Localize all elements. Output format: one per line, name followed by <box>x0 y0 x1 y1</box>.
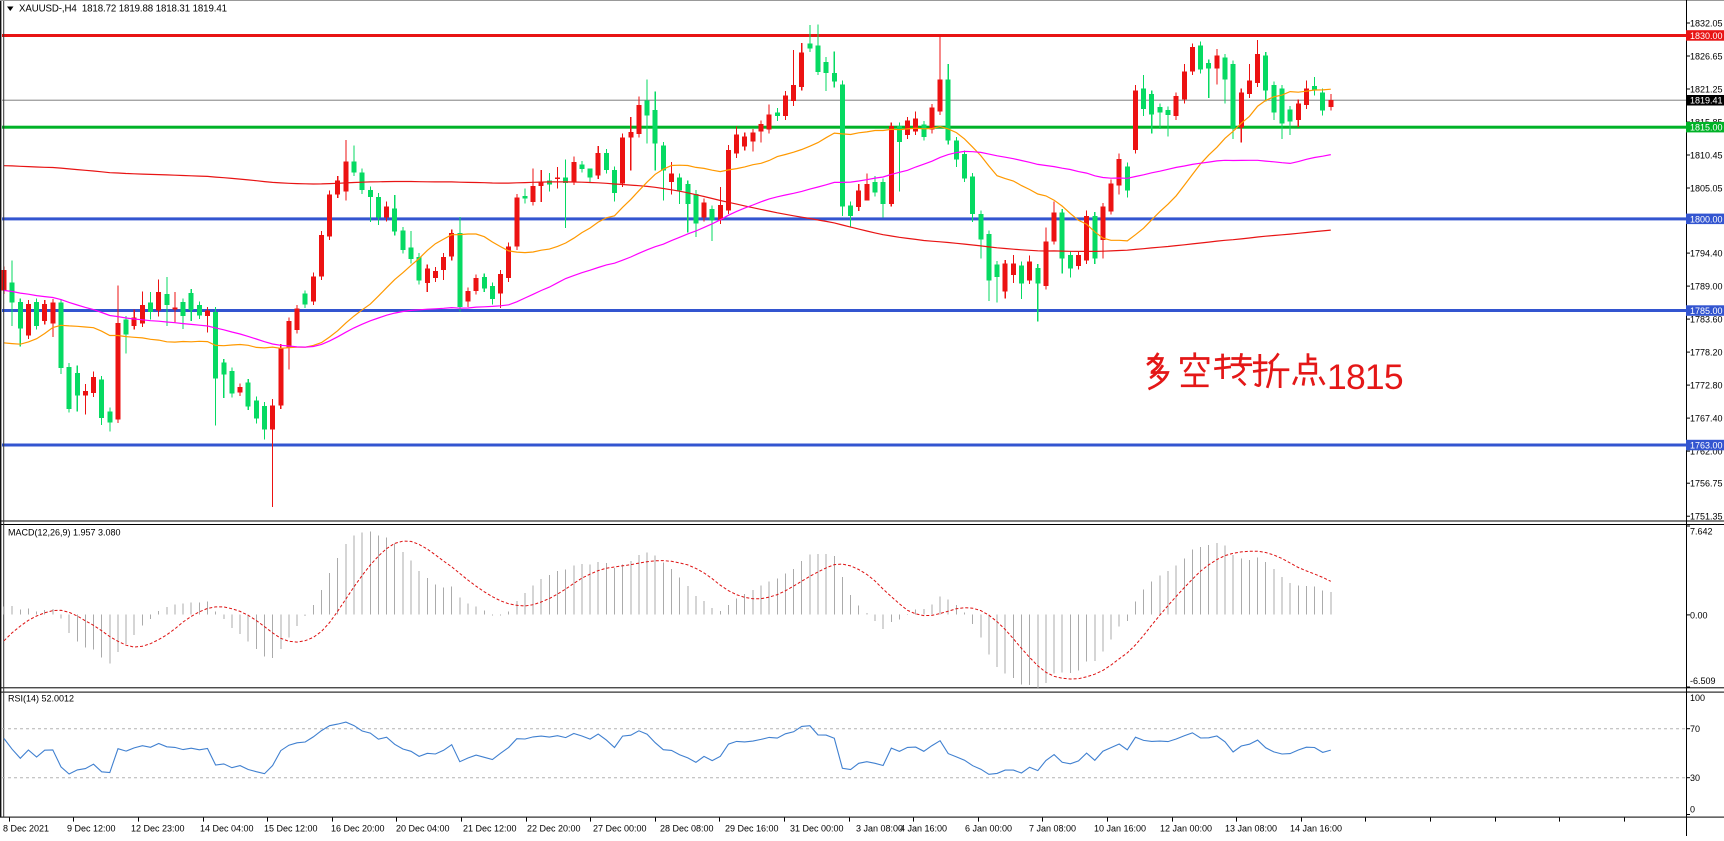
svg-text:XAUUSD-,H4 1818.72 1819.88 18: XAUUSD-,H4 1818.72 1819.88 1818.31 1819.… <box>19 4 227 15</box>
svg-text:1756.75: 1756.75 <box>1690 479 1723 489</box>
svg-text:31 Dec 00:00: 31 Dec 00:00 <box>790 824 844 834</box>
svg-text:1785.00: 1785.00 <box>1690 306 1723 316</box>
svg-text:1751.35: 1751.35 <box>1690 512 1723 522</box>
svg-text:27 Dec 00:00: 27 Dec 00:00 <box>593 824 647 834</box>
svg-text:6 Jan 00:00: 6 Jan 00:00 <box>965 824 1012 834</box>
svg-text:22 Dec 20:00: 22 Dec 20:00 <box>527 824 581 834</box>
svg-text:1826.65: 1826.65 <box>1690 51 1723 61</box>
svg-text:29 Dec 16:00: 29 Dec 16:00 <box>725 824 779 834</box>
svg-text:12 Dec 23:00: 12 Dec 23:00 <box>131 824 185 834</box>
svg-text:20 Dec 04:00: 20 Dec 04:00 <box>396 824 450 834</box>
svg-text:21 Dec 12:00: 21 Dec 12:00 <box>463 824 517 834</box>
svg-text:1821.25: 1821.25 <box>1690 84 1723 94</box>
svg-text:1794.40: 1794.40 <box>1690 249 1723 259</box>
svg-text:1762.00: 1762.00 <box>1690 447 1723 457</box>
svg-text:1763.00: 1763.00 <box>1690 440 1723 450</box>
svg-text:15 Dec 12:00: 15 Dec 12:00 <box>264 824 318 834</box>
svg-text:100: 100 <box>1690 693 1705 703</box>
svg-text:13 Jan 08:00: 13 Jan 08:00 <box>1225 824 1277 834</box>
svg-text:-6.509: -6.509 <box>1690 676 1716 686</box>
svg-text:MACD(12,26,9) 1.957 3.080: MACD(12,26,9) 1.957 3.080 <box>8 528 121 538</box>
svg-text:1810.45: 1810.45 <box>1690 150 1723 160</box>
svg-text:30: 30 <box>1690 773 1700 783</box>
svg-text:14 Jan 16:00: 14 Jan 16:00 <box>1290 824 1342 834</box>
svg-text:1778.20: 1778.20 <box>1690 348 1723 358</box>
svg-text:14 Dec 04:00: 14 Dec 04:00 <box>200 824 254 834</box>
svg-text:1800.00: 1800.00 <box>1690 214 1723 224</box>
svg-text:RSI(14) 52.0012: RSI(14) 52.0012 <box>8 694 74 704</box>
svg-text:28 Dec 08:00: 28 Dec 08:00 <box>660 824 714 834</box>
svg-text:1805.05: 1805.05 <box>1690 183 1723 193</box>
svg-text:0.00: 0.00 <box>1690 610 1708 620</box>
svg-text:1783.60: 1783.60 <box>1690 315 1723 325</box>
svg-text:1767.40: 1767.40 <box>1690 414 1723 424</box>
svg-text:1832.05: 1832.05 <box>1690 18 1723 28</box>
svg-text:1789.00: 1789.00 <box>1690 282 1723 292</box>
svg-text:3 Jan 08:00: 3 Jan 08:00 <box>856 824 903 834</box>
svg-text:0: 0 <box>1690 804 1695 814</box>
svg-text:12 Jan 00:00: 12 Jan 00:00 <box>1160 824 1212 834</box>
svg-text:9 Dec 12:00: 9 Dec 12:00 <box>67 824 116 834</box>
svg-text:1815: 1815 <box>1327 357 1403 397</box>
svg-text:1830.00: 1830.00 <box>1690 31 1723 41</box>
svg-text:7 Jan 08:00: 7 Jan 08:00 <box>1029 824 1076 834</box>
svg-text:1772.80: 1772.80 <box>1690 381 1723 391</box>
svg-text:1819.41: 1819.41 <box>1690 96 1723 106</box>
svg-text:16 Dec 20:00: 16 Dec 20:00 <box>331 824 385 834</box>
svg-text:10 Jan 16:00: 10 Jan 16:00 <box>1094 824 1146 834</box>
svg-text:1815.00: 1815.00 <box>1690 123 1723 133</box>
svg-text:8 Dec 2021: 8 Dec 2021 <box>3 824 49 834</box>
svg-text:7.642: 7.642 <box>1690 526 1713 536</box>
svg-text:70: 70 <box>1690 724 1700 734</box>
svg-text:4 Jan 16:00: 4 Jan 16:00 <box>900 824 947 834</box>
